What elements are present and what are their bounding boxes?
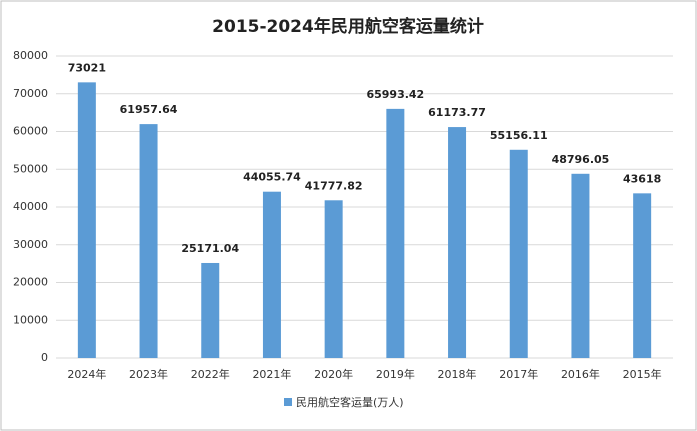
data-label: 44055.74 xyxy=(243,171,301,184)
bar xyxy=(386,108,405,358)
y-tick-label: 70000 xyxy=(13,87,48,100)
data-label: 73021 xyxy=(68,61,106,74)
x-tick-label: 2018年 xyxy=(438,367,477,381)
bar xyxy=(448,127,467,358)
x-tick-label: 2021年 xyxy=(252,367,291,381)
data-label: 65993.42 xyxy=(366,88,424,101)
x-tick-label: 2019年 xyxy=(376,367,415,381)
x-tick-label: 2022年 xyxy=(191,367,230,381)
x-tick-label: 2023年 xyxy=(129,367,168,381)
x-tick-label: 2016年 xyxy=(561,367,600,381)
y-tick-label: 20000 xyxy=(13,276,48,289)
bar xyxy=(633,193,652,358)
bar xyxy=(139,124,158,358)
legend-label: 民用航空客运量(万人) xyxy=(296,395,404,409)
bar xyxy=(201,262,220,358)
data-label: 48796.05 xyxy=(552,153,610,166)
y-tick-label: 50000 xyxy=(13,162,48,175)
data-label: 25171.04 xyxy=(181,242,239,255)
bar xyxy=(324,200,343,358)
legend-marker xyxy=(284,398,292,406)
chart-title: 2015-2024年民用航空客运量统计 xyxy=(212,16,484,37)
x-tick-label: 2024年 xyxy=(67,367,106,381)
data-label: 61173.77 xyxy=(428,106,486,119)
bar xyxy=(571,173,590,358)
y-tick-label: 10000 xyxy=(13,313,48,326)
y-tick-label: 30000 xyxy=(13,238,48,251)
data-label: 43618 xyxy=(623,172,661,185)
x-tick-label: 2020年 xyxy=(314,367,353,381)
bar xyxy=(77,82,96,358)
x-tick-label: 2017年 xyxy=(499,367,538,381)
bar xyxy=(262,191,281,358)
y-tick-label: 60000 xyxy=(13,125,48,138)
bar xyxy=(509,149,528,358)
x-tick-label: 2015年 xyxy=(623,367,662,381)
data-label: 41777.82 xyxy=(305,179,363,192)
data-label: 61957.64 xyxy=(120,103,178,116)
data-label: 55156.11 xyxy=(490,129,548,142)
y-tick-label: 40000 xyxy=(13,200,48,213)
y-tick-label: 80000 xyxy=(13,49,48,62)
y-tick-label: 0 xyxy=(41,351,48,364)
